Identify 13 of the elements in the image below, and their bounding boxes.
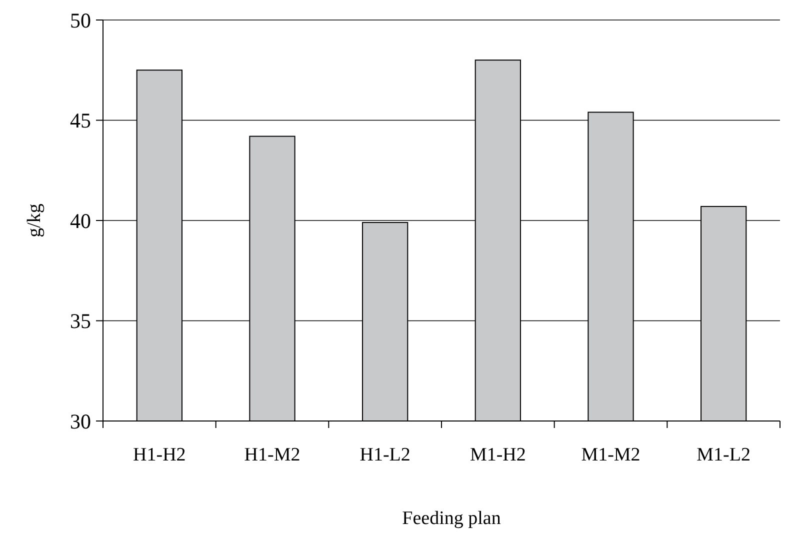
x-axis-title: Feeding plan (402, 508, 502, 529)
y-tick-label: 40 (70, 208, 91, 233)
x-tick-label: M1-H2 (470, 444, 526, 466)
x-tick-label: H1-L2 (360, 444, 410, 466)
y-tick-label: 30 (70, 409, 91, 434)
y-tick-label: 35 (70, 309, 91, 334)
y-tick-label: 45 (70, 108, 91, 133)
y-axis-title: g/kg (24, 203, 45, 238)
x-tick-label: H1-H2 (133, 444, 186, 466)
x-tick-label: M1-L2 (696, 444, 750, 466)
y-tick-label: 50 (70, 8, 91, 32)
x-tick-label: H1-M2 (244, 444, 300, 466)
x-tick-label: M1-M2 (581, 444, 640, 466)
